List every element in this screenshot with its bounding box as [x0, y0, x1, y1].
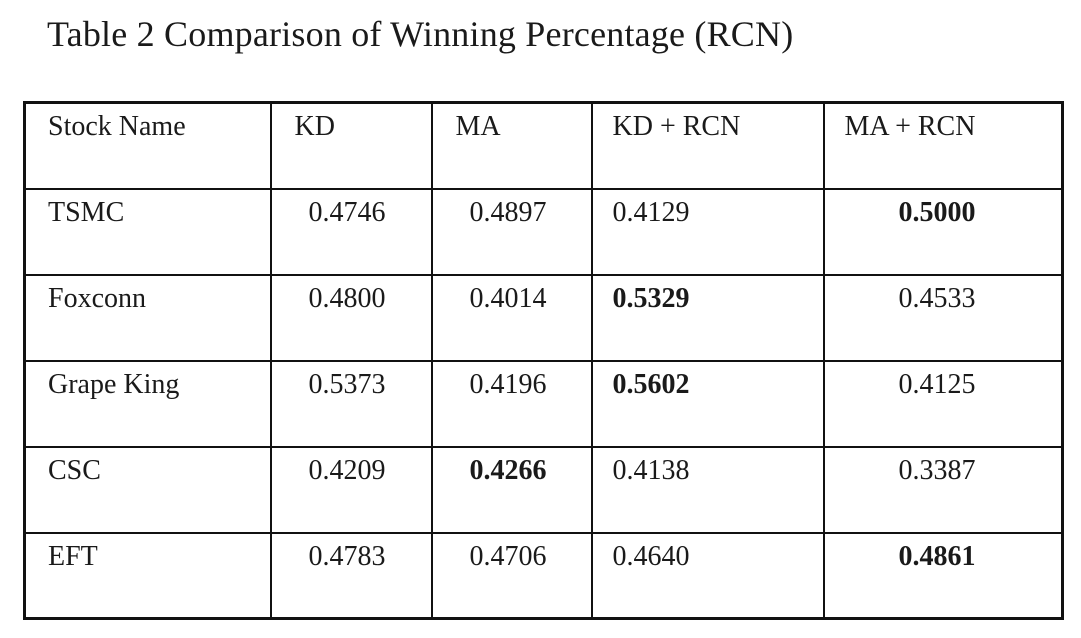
- ma-cell: 0.4706: [430, 531, 593, 620]
- kd-rcn-cell: 0.4138: [590, 445, 825, 534]
- header-ma-rcn: MA + RCN: [822, 101, 1064, 190]
- kd-cell: 0.5373: [269, 359, 433, 448]
- stock-name-cell: Foxconn: [23, 273, 272, 362]
- winning-percentage-table: Stock Name KD MA KD + RCN MA + RCN TSMC …: [23, 101, 1064, 620]
- table-caption: Table 2 Comparison of Winning Percentage…: [47, 14, 794, 54]
- header-ma: MA: [430, 101, 593, 190]
- kd-cell: 0.4800: [269, 273, 433, 362]
- stock-name-cell: Grape King: [23, 359, 272, 448]
- stock-name-cell: TSMC: [23, 187, 272, 276]
- kd-cell: 0.4209: [269, 445, 433, 534]
- stock-name-cell: CSC: [23, 445, 272, 534]
- ma-cell: 0.4266: [430, 445, 593, 534]
- table-row: EFT 0.4783 0.4706 0.4640 0.4861: [23, 531, 1064, 620]
- kd-rcn-cell: 0.4640: [590, 531, 825, 620]
- table-row: TSMC 0.4746 0.4897 0.4129 0.5000: [23, 187, 1064, 276]
- ma-cell: 0.4014: [430, 273, 593, 362]
- kd-rcn-cell: 0.5602: [590, 359, 825, 448]
- stock-name-cell: EFT: [23, 531, 272, 620]
- ma-rcn-cell: 0.3387: [822, 445, 1064, 534]
- ma-rcn-cell: 0.4861: [822, 531, 1064, 620]
- ma-cell: 0.4196: [430, 359, 593, 448]
- header-stock-name: Stock Name: [23, 101, 272, 190]
- kd-rcn-cell: 0.4129: [590, 187, 825, 276]
- table-row: CSC 0.4209 0.4266 0.4138 0.3387: [23, 445, 1064, 534]
- table-row: Foxconn 0.4800 0.4014 0.5329 0.4533: [23, 273, 1064, 362]
- kd-cell: 0.4783: [269, 531, 433, 620]
- header-kd-rcn: KD + RCN: [590, 101, 825, 190]
- ma-rcn-cell: 0.4125: [822, 359, 1064, 448]
- ma-cell: 0.4897: [430, 187, 593, 276]
- table-row: Grape King 0.5373 0.4196 0.5602 0.4125: [23, 359, 1064, 448]
- table-header-row: Stock Name KD MA KD + RCN MA + RCN: [23, 101, 1064, 190]
- ma-rcn-cell: 0.5000: [822, 187, 1064, 276]
- kd-cell: 0.4746: [269, 187, 433, 276]
- kd-rcn-cell: 0.5329: [590, 273, 825, 362]
- ma-rcn-cell: 0.4533: [822, 273, 1064, 362]
- header-kd: KD: [269, 101, 433, 190]
